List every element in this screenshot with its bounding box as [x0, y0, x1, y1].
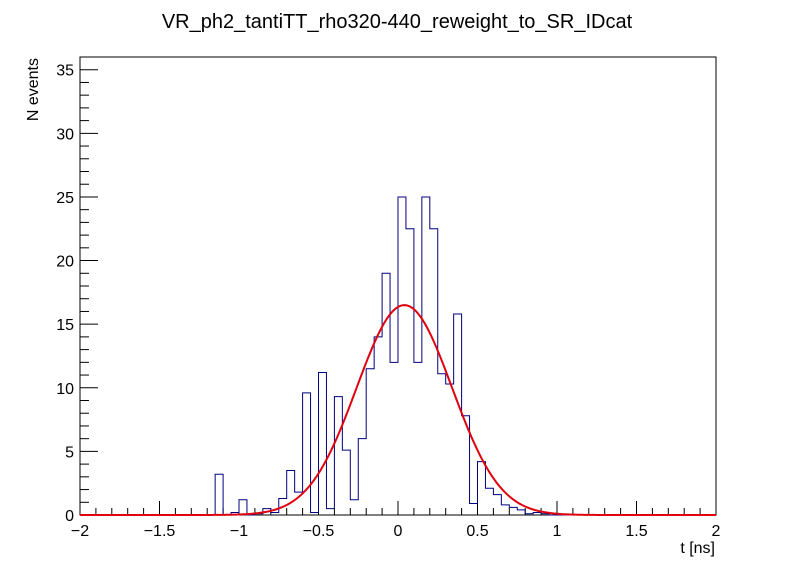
y-axis-ticks: [80, 56, 98, 516]
histogram-step-line: [80, 196, 716, 516]
x-tick-label: −1.5: [144, 523, 176, 540]
gaussian-fit-curve: [80, 304, 716, 516]
x-tick-label: −0.5: [303, 523, 335, 540]
y-axis-label: N events: [25, 58, 42, 121]
x-tick-label: −2: [71, 523, 89, 540]
x-tick-label: 1: [553, 523, 562, 540]
y-tick-label: 10: [56, 381, 74, 398]
x-tick-label: 2: [712, 523, 721, 540]
x-tick-label: 1.5: [625, 523, 647, 540]
histogram-series: [80, 196, 716, 516]
x-tick-label: 0.5: [466, 523, 488, 540]
y-tick-label: 35: [56, 63, 74, 80]
y-tick-label: 30: [56, 126, 74, 143]
x-axis-label: t [ns]: [680, 540, 715, 557]
y-tick-label: 15: [56, 317, 74, 334]
x-axis-ticks: [79, 501, 717, 515]
y-tick-label: 5: [65, 444, 74, 461]
x-tick-label: 0: [394, 523, 403, 540]
y-tick-label: 20: [56, 254, 74, 271]
x-axis-tick-labels: −2 −1.5 −1 −0.5 0 0.5 1 1.5 2: [71, 523, 721, 540]
y-tick-label: 25: [56, 190, 74, 207]
fit-series: [80, 304, 716, 516]
chart-title: VR_ph2_tantiTT_rho320-440_reweight_to_SR…: [162, 11, 633, 33]
y-axis-tick-labels: 0 5 10 15 20 25 30 35: [56, 63, 74, 525]
y-tick-label: 0: [65, 508, 74, 525]
x-tick-label: −1: [230, 523, 248, 540]
